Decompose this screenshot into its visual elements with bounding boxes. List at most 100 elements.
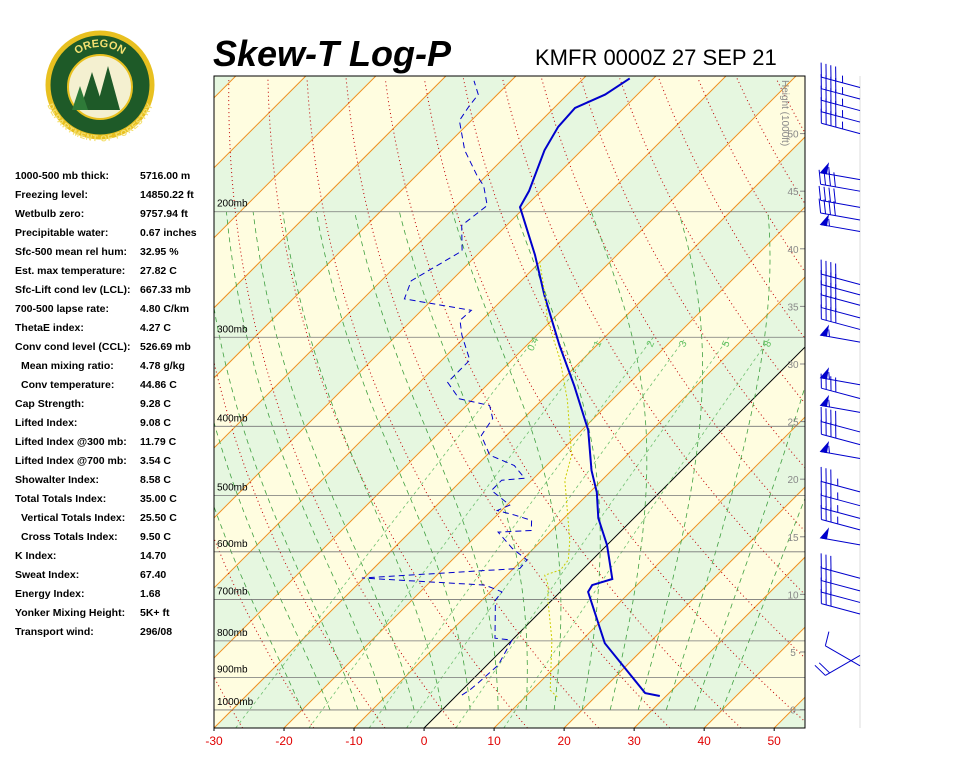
index-label: Energy Index: <box>15 588 85 600</box>
plot-frame <box>213 75 806 729</box>
index-row: Transport wind: 296/08 <box>15 626 172 638</box>
barb-shaft <box>820 62 861 89</box>
barb-shaft <box>820 565 861 592</box>
index-row: Conv temperature: 44.86 C <box>21 379 177 391</box>
moist-adiabat <box>515 211 601 711</box>
isotherm <box>214 76 447 309</box>
wind-barb <box>820 259 861 285</box>
y2-tick-label: 25 <box>787 418 799 429</box>
index-value: 9.28 C <box>140 398 171 410</box>
index-label: Cap Strength: <box>15 398 85 410</box>
barb-pennant <box>819 394 830 408</box>
index-row: Mean mixing ratio: 4.78 g/kg <box>21 360 185 372</box>
x-tick-label: 50 <box>768 734 782 748</box>
moist-adiabat <box>721 497 805 711</box>
barb-shaft <box>820 304 861 330</box>
x-tick-label: 0 <box>421 734 428 748</box>
index-row: Precipitable water: 0.67 inches <box>15 227 197 239</box>
index-label: Lifted Index @700 mb: <box>15 455 127 467</box>
barb-shaft <box>820 480 861 507</box>
y2-tick-label: 5 <box>790 648 796 659</box>
barb-shaft <box>820 108 861 135</box>
sounding-line <box>518 77 660 697</box>
index-row: Sweat Index: 67.40 <box>15 569 166 581</box>
sounding-line <box>539 260 573 698</box>
isotherm <box>214 76 797 659</box>
index-row: Cross Totals Index: 9.50 C <box>21 531 171 543</box>
isotherm <box>214 76 517 379</box>
band <box>214 76 805 728</box>
index-label: 1000-500 mb thick: <box>15 170 109 182</box>
index-row: ThetaE index: 4.27 C <box>15 322 171 334</box>
index-value: 526.69 mb <box>140 341 191 353</box>
wind-barb <box>820 419 861 446</box>
index-label: Lifted Index: <box>15 417 78 429</box>
barb-shaft <box>814 654 861 676</box>
dry-adiabat <box>541 78 805 532</box>
y2-tick-label: 20 <box>787 475 799 486</box>
y2-axis-label: Height (1000ft) <box>779 80 790 146</box>
chart-title: Skew-T Log-P <box>213 33 452 74</box>
index-value: 32.95 % <box>140 246 179 258</box>
barb-shaft <box>820 329 861 343</box>
index-label: 700-500 lapse rate: <box>15 303 109 315</box>
index-row: Conv cond level (CCL): 526.69 mb <box>15 341 191 353</box>
isotherm <box>214 136 805 728</box>
index-row: Freezing level: 14850.22 ft <box>15 189 194 201</box>
index-label: Vertical Totals Index: <box>21 512 126 524</box>
index-row: Wetbulb zero: 9757.94 ft <box>15 208 188 220</box>
barb-shaft <box>820 85 861 112</box>
y2-tick-label: 50 <box>787 130 799 141</box>
wind-barb <box>819 214 861 233</box>
index-value: 9.08 C <box>140 417 171 429</box>
sounding-line <box>361 80 533 696</box>
y-tick-label: 500mb <box>217 482 248 493</box>
barb-shaft <box>820 74 861 100</box>
index-label: Wetbulb zero: <box>15 208 85 220</box>
y2-tick-label: 30 <box>787 360 799 371</box>
wind-barb <box>819 324 861 343</box>
wind-barb <box>820 292 861 319</box>
dry-adiabat <box>267 78 528 728</box>
barb-pennant <box>819 162 830 175</box>
barb-shaft <box>818 198 861 221</box>
index-row: K Index: 14.70 <box>15 550 166 562</box>
index-label: Cross Totals Index: <box>21 531 118 543</box>
index-value: 4.78 g/kg <box>140 360 185 372</box>
mixing-ratio-line <box>406 337 687 728</box>
index-value: 27.82 C <box>140 265 177 277</box>
moist-adiabat <box>590 211 648 711</box>
wind-barb <box>820 466 861 493</box>
barb-shaft <box>820 577 861 603</box>
barb-shaft <box>820 504 861 531</box>
mixing-ratio-label: 1 <box>592 339 605 349</box>
wind-barb <box>818 198 861 221</box>
index-row: Sfc-500 mean rel hum: 32.95 % <box>15 246 179 258</box>
index-label: Yonker Mixing Height: <box>15 607 126 619</box>
x-tick-label: -20 <box>275 734 293 748</box>
index-value: 14.70 <box>140 550 167 562</box>
barb-shaft <box>820 445 861 459</box>
wind-barb <box>819 527 861 546</box>
dry-adiabat <box>893 78 960 728</box>
index-label: Est. max temperature: <box>15 265 126 277</box>
barb-pennant <box>819 527 830 540</box>
x-tick-label: -10 <box>345 734 363 748</box>
dry-adiabat <box>214 360 386 728</box>
index-label: Freezing level: <box>15 189 88 201</box>
index-value: 3.54 C <box>140 455 171 467</box>
y-tick-label: 200mb <box>217 199 248 210</box>
barb-shaft <box>820 419 861 446</box>
x-tick-label: 40 <box>697 734 711 748</box>
mixing-ratio-label: 5 <box>720 339 733 349</box>
wind-barb <box>820 280 861 306</box>
index-value: 25.50 C <box>140 512 177 524</box>
index-label: K Index: <box>15 550 57 562</box>
index-value: 9757.94 ft <box>140 208 188 220</box>
y-tick-label: 900mb <box>217 664 248 675</box>
wind-barb <box>820 62 861 89</box>
wind-barb <box>819 162 861 181</box>
barb-shaft <box>820 292 861 319</box>
